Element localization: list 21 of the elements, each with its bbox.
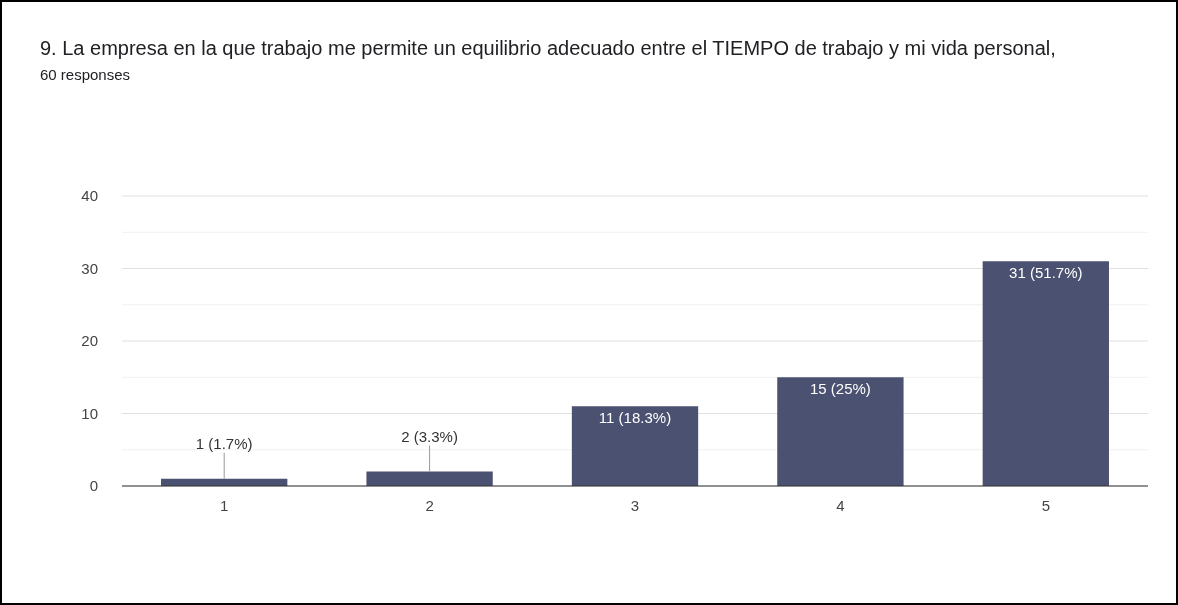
- bar: [777, 377, 904, 486]
- x-tick-label: 5: [1041, 497, 1050, 514]
- data-label: 31 (51.7%): [1009, 264, 1083, 282]
- y-tick-label: 10: [81, 404, 98, 422]
- bar: [366, 471, 493, 486]
- data-label: 1 (1.7%): [195, 434, 253, 452]
- data-label: 2 (3.3%): [401, 427, 458, 445]
- x-tick-label: 2: [425, 497, 434, 514]
- y-tick-label: 20: [81, 332, 98, 349]
- chart-subtitle: 60 responses: [40, 66, 131, 83]
- bar: [571, 406, 699, 486]
- x-tick-label: 3: [630, 497, 640, 514]
- chart-title: 9. La empresa en la que trabajo me permite un equilibrio adecuado entre el TIEMPO de trabajo y mi vida personal,: [40, 37, 1056, 59]
- data-label: 11 (18.3%): [598, 409, 672, 427]
- x-tick-label: 4: [836, 497, 845, 514]
- y-tick-label: 40: [81, 187, 98, 204]
- bar: [982, 261, 1109, 486]
- data-label: 15 (25%): [809, 380, 871, 398]
- x-tick-label: 1: [220, 497, 229, 514]
- y-tick-label: 0: [89, 477, 98, 494]
- y-tick-label: 30: [81, 259, 98, 277]
